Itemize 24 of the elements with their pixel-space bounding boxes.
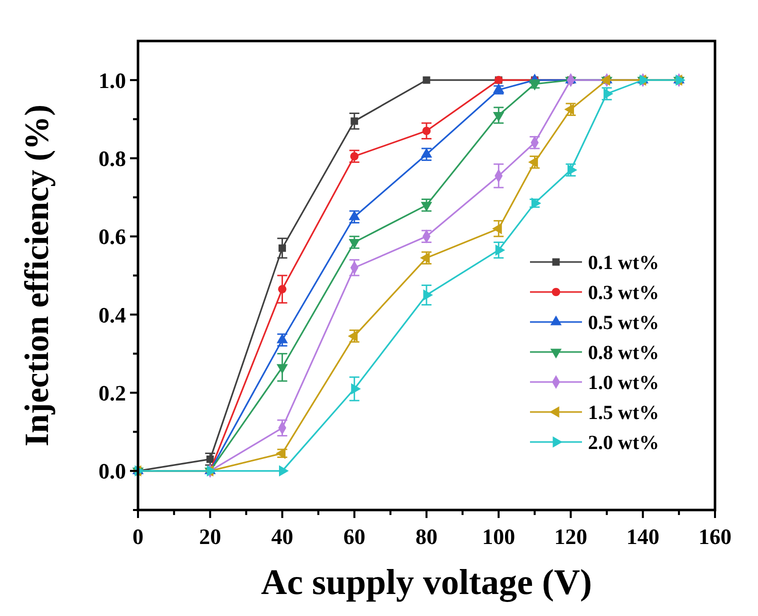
- legend-label: 0.3 wt%: [588, 282, 660, 304]
- x-tick-label: 160: [698, 524, 732, 549]
- x-axis-title: Ac supply voltage (V): [261, 562, 592, 602]
- x-tick-label: 0: [132, 524, 144, 549]
- x-tick-label: 140: [626, 524, 660, 549]
- x-tick-label: 80: [416, 524, 438, 549]
- y-tick-label: 0.8: [98, 146, 126, 171]
- legend-label: 0.1 wt%: [588, 252, 660, 274]
- y-tick-label: 1.0: [98, 68, 126, 93]
- legend-label: 2.0 wt%: [588, 432, 660, 454]
- legend-label: 0.8 wt%: [588, 342, 660, 364]
- legend-label: 0.5 wt%: [588, 312, 660, 334]
- x-tick-label: 100: [482, 524, 516, 549]
- y-tick-label: 0.4: [98, 302, 126, 328]
- legend-label: 1.0 wt%: [588, 372, 660, 394]
- x-tick-label: 60: [343, 524, 366, 549]
- x-tick-label: 40: [271, 524, 294, 549]
- y-axis-title: Injection efficiency (%): [19, 104, 56, 446]
- legend-label: 1.5 wt%: [588, 402, 660, 424]
- y-tick-label: 0.2: [98, 380, 126, 406]
- x-tick-label: 120: [554, 524, 588, 549]
- x-tick-label: 20: [199, 524, 222, 549]
- y-tick-label: 0.6: [98, 224, 126, 250]
- y-tick-label: 0.0: [98, 458, 126, 484]
